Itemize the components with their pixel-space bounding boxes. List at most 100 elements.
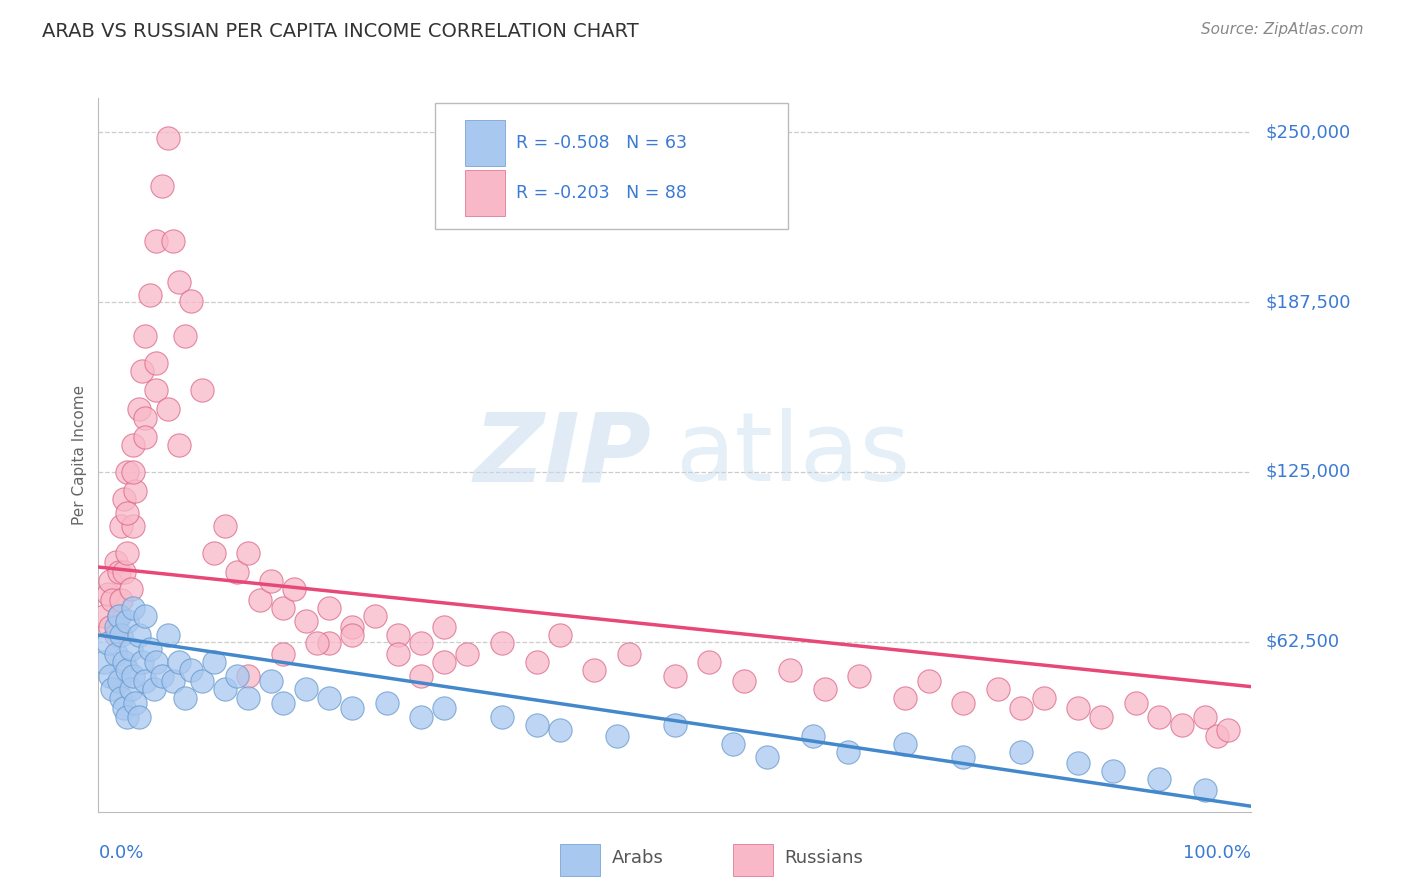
Point bbox=[120, 582, 142, 596]
Y-axis label: Per Capita Income: Per Capita Income bbox=[72, 384, 87, 525]
Point bbox=[756, 750, 779, 764]
Point bbox=[120, 641, 142, 656]
Point bbox=[167, 655, 190, 669]
FancyBboxPatch shape bbox=[434, 103, 787, 228]
Point bbox=[202, 546, 225, 560]
Text: ARAB VS RUSSIAN PER CAPITA INCOME CORRELATION CHART: ARAB VS RUSSIAN PER CAPITA INCOME CORREL… bbox=[42, 22, 638, 41]
Text: R = -0.203   N = 88: R = -0.203 N = 88 bbox=[516, 184, 686, 202]
Point bbox=[340, 701, 363, 715]
Point bbox=[779, 664, 801, 678]
Point bbox=[93, 655, 115, 669]
Point bbox=[917, 674, 939, 689]
Point bbox=[162, 674, 184, 689]
Point bbox=[110, 690, 132, 705]
Point bbox=[150, 179, 173, 194]
Point bbox=[548, 628, 571, 642]
Point bbox=[104, 620, 127, 634]
Point bbox=[128, 709, 150, 723]
Point bbox=[318, 636, 340, 650]
Point bbox=[526, 655, 548, 669]
Text: ZIP: ZIP bbox=[474, 409, 652, 501]
Point bbox=[112, 655, 135, 669]
Point bbox=[98, 574, 121, 588]
Point bbox=[108, 609, 131, 624]
Point bbox=[112, 566, 135, 580]
Point bbox=[295, 615, 318, 629]
Point bbox=[191, 384, 214, 398]
Point bbox=[104, 628, 127, 642]
Point bbox=[214, 519, 236, 533]
Text: $187,500: $187,500 bbox=[1265, 293, 1351, 311]
Point bbox=[134, 609, 156, 624]
Point bbox=[101, 682, 124, 697]
Point bbox=[134, 329, 156, 343]
Point bbox=[271, 600, 294, 615]
Point bbox=[225, 669, 247, 683]
Point bbox=[664, 717, 686, 731]
Point bbox=[110, 519, 132, 533]
Point bbox=[117, 709, 138, 723]
Point bbox=[364, 609, 387, 624]
Point bbox=[97, 587, 120, 601]
Text: atlas: atlas bbox=[675, 409, 910, 501]
Point bbox=[122, 519, 145, 533]
Point bbox=[142, 682, 165, 697]
Point bbox=[117, 506, 138, 520]
Point bbox=[214, 682, 236, 697]
Point bbox=[108, 674, 131, 689]
Point bbox=[101, 592, 124, 607]
FancyBboxPatch shape bbox=[465, 120, 505, 166]
Point bbox=[606, 729, 628, 743]
Text: $125,000: $125,000 bbox=[1265, 463, 1351, 481]
Text: $250,000: $250,000 bbox=[1265, 123, 1351, 141]
Text: R = -0.508   N = 63: R = -0.508 N = 63 bbox=[516, 134, 686, 152]
Point bbox=[1010, 701, 1032, 715]
Point bbox=[134, 674, 156, 689]
Point bbox=[167, 438, 190, 452]
Text: Russians: Russians bbox=[785, 849, 863, 867]
Point bbox=[987, 682, 1010, 697]
Point bbox=[150, 669, 173, 683]
Point bbox=[1194, 709, 1216, 723]
Point bbox=[191, 674, 214, 689]
Point bbox=[139, 288, 162, 302]
Point bbox=[1125, 696, 1147, 710]
Point bbox=[180, 664, 202, 678]
Point bbox=[548, 723, 571, 738]
Point bbox=[145, 356, 167, 370]
Point bbox=[1010, 745, 1032, 759]
Point bbox=[433, 655, 456, 669]
Text: $62,500: $62,500 bbox=[1265, 632, 1340, 651]
Point bbox=[699, 655, 721, 669]
Point bbox=[283, 582, 305, 596]
Point bbox=[167, 275, 190, 289]
Point bbox=[456, 647, 478, 661]
Point bbox=[1147, 709, 1170, 723]
Point bbox=[108, 566, 131, 580]
Point bbox=[131, 364, 153, 378]
Point bbox=[801, 729, 824, 743]
Point bbox=[1171, 717, 1194, 731]
Point bbox=[526, 717, 548, 731]
Point bbox=[271, 696, 294, 710]
Point bbox=[122, 465, 145, 479]
Point bbox=[128, 628, 150, 642]
Point bbox=[238, 690, 260, 705]
Point bbox=[433, 701, 456, 715]
Point bbox=[120, 682, 142, 697]
Point bbox=[162, 234, 184, 248]
Point bbox=[124, 696, 146, 710]
Point bbox=[318, 600, 340, 615]
Point bbox=[104, 647, 127, 661]
Point bbox=[180, 293, 202, 308]
Point bbox=[1205, 729, 1227, 743]
Point bbox=[156, 130, 179, 145]
Point bbox=[128, 402, 150, 417]
Point bbox=[249, 592, 271, 607]
Point bbox=[318, 690, 340, 705]
FancyBboxPatch shape bbox=[560, 844, 600, 876]
Point bbox=[733, 674, 755, 689]
Point bbox=[117, 664, 138, 678]
Point bbox=[134, 410, 156, 425]
Point bbox=[134, 429, 156, 443]
